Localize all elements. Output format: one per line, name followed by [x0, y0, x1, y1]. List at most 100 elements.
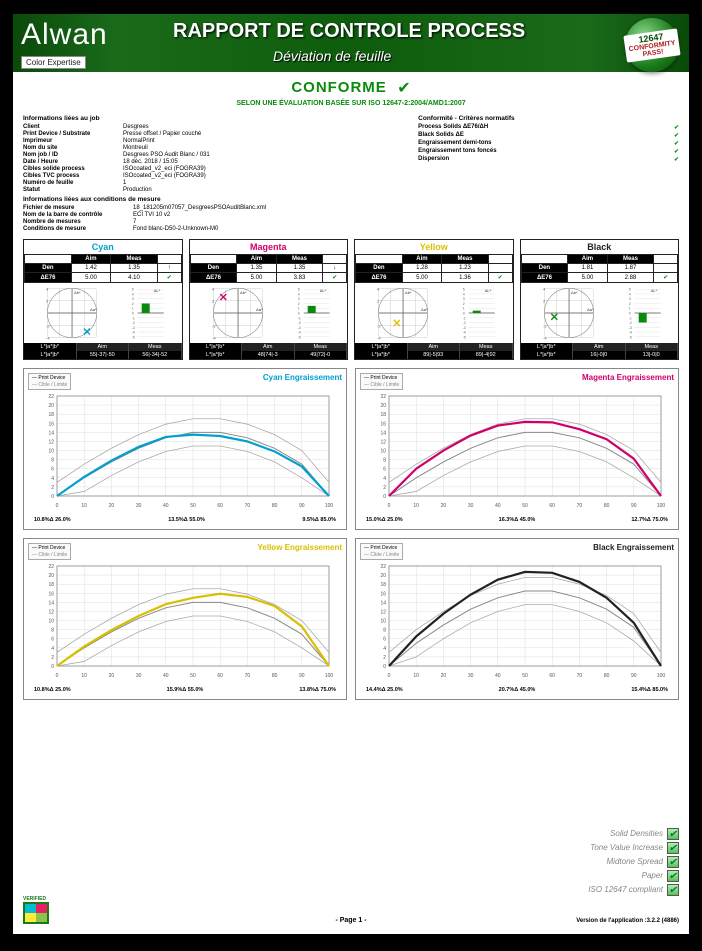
svg-text:4: 4 — [212, 286, 215, 291]
svg-text:50: 50 — [190, 503, 196, 509]
check-icon: ✔ — [667, 870, 679, 882]
svg-text:70: 70 — [245, 673, 251, 679]
svg-text:Δa*: Δa* — [587, 307, 594, 312]
svg-text:6: 6 — [51, 637, 54, 643]
delta-bar: -5-4-3-2-1012345 ΔL* — [615, 285, 676, 341]
info-row: Nom du siteMontreuil — [23, 145, 388, 151]
svg-text:18: 18 — [48, 582, 54, 588]
svg-text:10: 10 — [81, 673, 87, 679]
svg-text:-3: -3 — [132, 326, 135, 330]
svg-text:4: 4 — [383, 646, 386, 652]
svg-text:2: 2 — [46, 299, 49, 304]
header-banner: Alwan Color Expertise RAPPORT DE CONTROL… — [13, 14, 689, 72]
info-label: Fichier de mesure — [23, 205, 133, 211]
svg-text:10: 10 — [380, 449, 386, 455]
chart-footer: 10.8%Δ 26.0%13.5%Δ 55.0%9.5%Δ 85.0% — [28, 515, 342, 525]
svg-text:0: 0 — [388, 673, 391, 679]
svg-text:90: 90 — [631, 503, 637, 509]
svg-text:4: 4 — [543, 286, 546, 291]
tvi-chart: — Print Device — Cible / Limite Black En… — [355, 538, 679, 700]
svg-text:100: 100 — [325, 673, 334, 679]
svg-text:22: 22 — [48, 564, 54, 570]
check-icon: ✔ — [667, 856, 679, 868]
svg-text:2: 2 — [383, 655, 386, 661]
chart-title: Magenta Engraissement — [582, 373, 674, 390]
logo: Alwan Color Expertise — [21, 18, 108, 70]
info-value: 18 déc. 2018 / 15:05 — [123, 159, 388, 165]
svg-text:-3: -3 — [297, 326, 300, 330]
svg-text:Δa*: Δa* — [256, 307, 263, 312]
svg-text:0: 0 — [628, 312, 630, 316]
info-row: StatutProduction — [23, 187, 388, 193]
svg-text:30: 30 — [136, 503, 142, 509]
chart-legend: — Print Device — Cible / Limite — [28, 543, 71, 560]
chart-legend: — Print Device — Cible / Limite — [360, 543, 403, 560]
svg-text:ΔL*: ΔL* — [485, 288, 492, 293]
info-row: Cibles TVC processISOcoated_v2_eci (FOGR… — [23, 173, 388, 179]
info-row: Nom job / IDDesgrees PSO Audit Blanc / 0… — [23, 152, 388, 158]
criteria-row: Engraissement tons foncés✔ — [418, 148, 679, 155]
info-value: Presse offset / Papier couché — [123, 131, 388, 137]
info-label: Nombre de mesures — [23, 219, 133, 225]
logo-sub: Color Expertise — [21, 56, 86, 69]
svg-text:12: 12 — [48, 609, 54, 615]
svg-text:80: 80 — [604, 673, 610, 679]
svg-text:-5: -5 — [463, 335, 466, 339]
svg-text:16: 16 — [380, 591, 386, 597]
svg-text:6: 6 — [383, 467, 386, 473]
lab-row: L*|a*|b* Aim Meas — [355, 343, 513, 351]
svg-text:1: 1 — [628, 307, 630, 311]
svg-text:ΔL*: ΔL* — [154, 288, 161, 293]
svg-text:2: 2 — [463, 302, 465, 306]
check-icon: ✔ — [397, 80, 410, 97]
info-value: 7 — [133, 219, 388, 225]
svg-text:4: 4 — [383, 476, 386, 482]
delta-bar: -5-4-3-2-1012345 ΔL* — [449, 285, 510, 341]
svg-text:5: 5 — [628, 288, 630, 292]
target-plot: 42-2-4 Δb* Δa* — [26, 285, 118, 341]
criteria-label: Dispersion — [418, 156, 449, 163]
svg-text:4: 4 — [628, 292, 630, 296]
svg-text:2: 2 — [383, 485, 386, 491]
svg-text:-3: -3 — [628, 326, 631, 330]
delta-bar: -5-4-3-2-1012345 ΔL* — [118, 285, 179, 341]
svg-text:12: 12 — [48, 439, 54, 445]
ink-block: Cyan AimMeas Den1.421.35↑ ΔE765.004.10✔ … — [23, 239, 183, 360]
svg-text:-2: -2 — [628, 321, 631, 325]
report-subtitle: Déviation de feuille — [273, 48, 391, 64]
svg-text:22: 22 — [380, 564, 386, 570]
info-value: Desgrees — [123, 124, 388, 130]
check-icon: ✔ — [667, 842, 679, 854]
info-cond-title: Informations liées aux conditions de mes… — [23, 196, 388, 203]
footer-check-label: Midtone Spread — [607, 857, 663, 866]
svg-text:2: 2 — [212, 299, 215, 304]
svg-text:30: 30 — [136, 673, 142, 679]
chart-footer: 10.8%Δ 25.0%15.9%Δ 55.0%13.8%Δ 75.0% — [28, 685, 342, 695]
svg-text:20: 20 — [109, 673, 115, 679]
info-label: Conditions de mesure — [23, 226, 133, 232]
check-icon: ✔ — [674, 124, 679, 131]
svg-text:40: 40 — [163, 503, 169, 509]
svg-text:40: 40 — [163, 673, 169, 679]
svg-text:8: 8 — [51, 628, 54, 634]
svg-text:22: 22 — [48, 394, 54, 400]
svg-text:-3: -3 — [463, 326, 466, 330]
app-version: Version de l'application :3.2.2 (4886) — [576, 918, 679, 924]
svg-text:14: 14 — [380, 430, 386, 436]
info-row: Numéro de feuille1 — [23, 180, 388, 186]
info-value: Montreuil — [123, 145, 388, 151]
svg-text:2: 2 — [628, 302, 630, 306]
svg-text:10: 10 — [413, 503, 419, 509]
svg-text:20: 20 — [48, 573, 54, 579]
svg-text:10: 10 — [48, 449, 54, 455]
info-value: Fond blanc-D50-2-Unknown-M0 — [133, 226, 388, 232]
svg-text:Δa*: Δa* — [90, 307, 97, 312]
svg-text:8: 8 — [383, 628, 386, 634]
info-label: Date / Heure — [23, 159, 123, 165]
svg-text:-2: -2 — [132, 321, 135, 325]
svg-text:12: 12 — [380, 439, 386, 445]
check-icon: ✔ — [667, 884, 679, 896]
svg-text:-4: -4 — [377, 336, 381, 341]
svg-text:8: 8 — [51, 458, 54, 464]
footer-check-label: Paper — [642, 871, 663, 880]
